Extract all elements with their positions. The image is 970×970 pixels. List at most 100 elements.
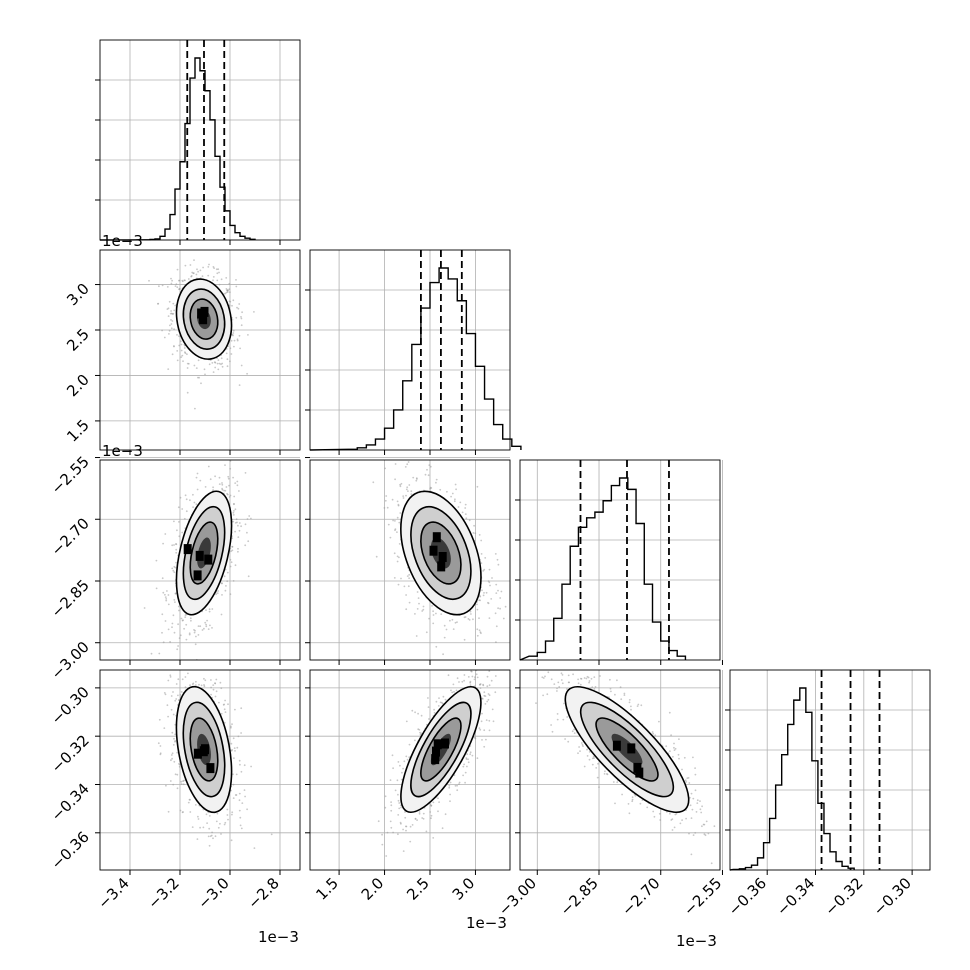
- scatter-point: [174, 699, 177, 702]
- scatter-point: [223, 721, 226, 724]
- scatter-point: [248, 515, 251, 517]
- scatter-point: [167, 679, 170, 682]
- scatter-point: [183, 347, 186, 349]
- scatter-point: [201, 275, 204, 278]
- scatter-point: [236, 339, 239, 342]
- scatter-point: [169, 312, 172, 315]
- scatter-point: [212, 371, 215, 373]
- scatter-point: [457, 506, 460, 508]
- scatter-point: [188, 633, 191, 636]
- scatter-point: [210, 686, 213, 689]
- scatter-point: [598, 786, 600, 788]
- scatter-point: [211, 831, 214, 834]
- scatter-point: [167, 307, 170, 310]
- scatter-point: [203, 627, 205, 630]
- scatter-point: [586, 755, 589, 757]
- panel-frame: [99, 669, 301, 871]
- scatter-point: [178, 288, 180, 291]
- scatter-point: [186, 663, 188, 665]
- scatter-point: [163, 692, 166, 694]
- scatter-point: [416, 591, 419, 593]
- scatter-point: [176, 268, 179, 271]
- scatter-point: [234, 530, 237, 533]
- scatter-point: [193, 501, 196, 504]
- scatter-point: [177, 605, 180, 608]
- scatter-point: [427, 706, 430, 708]
- scatter-point: [186, 667, 188, 669]
- scatter-point: [396, 555, 399, 558]
- scatter-point: [579, 750, 581, 752]
- scatter-point: [430, 817, 432, 820]
- scatter-point: [461, 680, 464, 683]
- scatter-point: [463, 674, 466, 676]
- scatter-point: [411, 709, 414, 712]
- scatter-point: [616, 679, 618, 682]
- scatter-point: [171, 752, 174, 755]
- scatter-point: [235, 773, 238, 776]
- scatter-point: [377, 820, 380, 823]
- scatter-point: [488, 694, 491, 697]
- scatter-point: [216, 667, 218, 669]
- scatter-point: [178, 763, 180, 765]
- scatter-point: [163, 336, 166, 339]
- scatter-point: [161, 577, 164, 580]
- scatter-point: [585, 677, 588, 680]
- scatter-point: [410, 493, 413, 495]
- scatter-point: [207, 835, 210, 838]
- scatter-point: [244, 883, 246, 885]
- scatter-point: [175, 548, 178, 551]
- scatter-point: [169, 324, 171, 327]
- scatter-point: [478, 617, 480, 620]
- scatter-point: [237, 536, 240, 538]
- scatter-point: [171, 544, 174, 547]
- scatter-point: [389, 820, 392, 823]
- scatter-point: [690, 817, 693, 819]
- scatter-point: [162, 641, 165, 644]
- scatter-point: [464, 771, 467, 774]
- scatter-point: [463, 679, 465, 682]
- scatter-point: [685, 817, 687, 820]
- scatter-point: [397, 814, 400, 816]
- scatter-point: [235, 279, 237, 281]
- scatter-point: [478, 599, 481, 602]
- scatter-point: [228, 288, 231, 291]
- scatter-point: [486, 700, 489, 703]
- scatter-point: [463, 638, 466, 641]
- scatter-point: [240, 364, 243, 367]
- scatter-point: [221, 452, 223, 454]
- scatter-point: [381, 833, 383, 836]
- scatter-point: [392, 831, 394, 834]
- scatter-point: [180, 617, 183, 620]
- scatter-point: [427, 697, 429, 699]
- scatter-point: [462, 774, 464, 777]
- density-peak-cell: [193, 570, 202, 581]
- scatter-point: [443, 624, 446, 627]
- scatter-point: [184, 616, 187, 618]
- scatter-point: [240, 770, 243, 773]
- scatter-point: [176, 773, 179, 776]
- scatter-point: [185, 510, 188, 513]
- scatter-point: [223, 708, 226, 711]
- scatter-point: [230, 561, 233, 564]
- scatter-point: [442, 653, 444, 656]
- scatter-point: [171, 622, 174, 625]
- scatter-point: [179, 634, 182, 637]
- scatter-point: [165, 598, 168, 600]
- scatter-point: [220, 278, 223, 281]
- scatter-point: [435, 612, 437, 615]
- scatter-point: [614, 693, 616, 696]
- scatter-point: [176, 751, 179, 754]
- scatter-point: [220, 833, 222, 835]
- scatter-point: [392, 519, 394, 522]
- scatter-point: [399, 764, 401, 767]
- scatter-point: [488, 729, 491, 732]
- scatter-point: [187, 362, 190, 365]
- scatter-point: [205, 609, 207, 611]
- scatter-point: [172, 713, 175, 716]
- scatter-point: [483, 568, 486, 571]
- scatter-point: [394, 520, 396, 522]
- scatter-point: [429, 811, 432, 813]
- scatter-point: [451, 492, 454, 495]
- scatter-point: [175, 283, 178, 286]
- scatter-point: [173, 544, 175, 546]
